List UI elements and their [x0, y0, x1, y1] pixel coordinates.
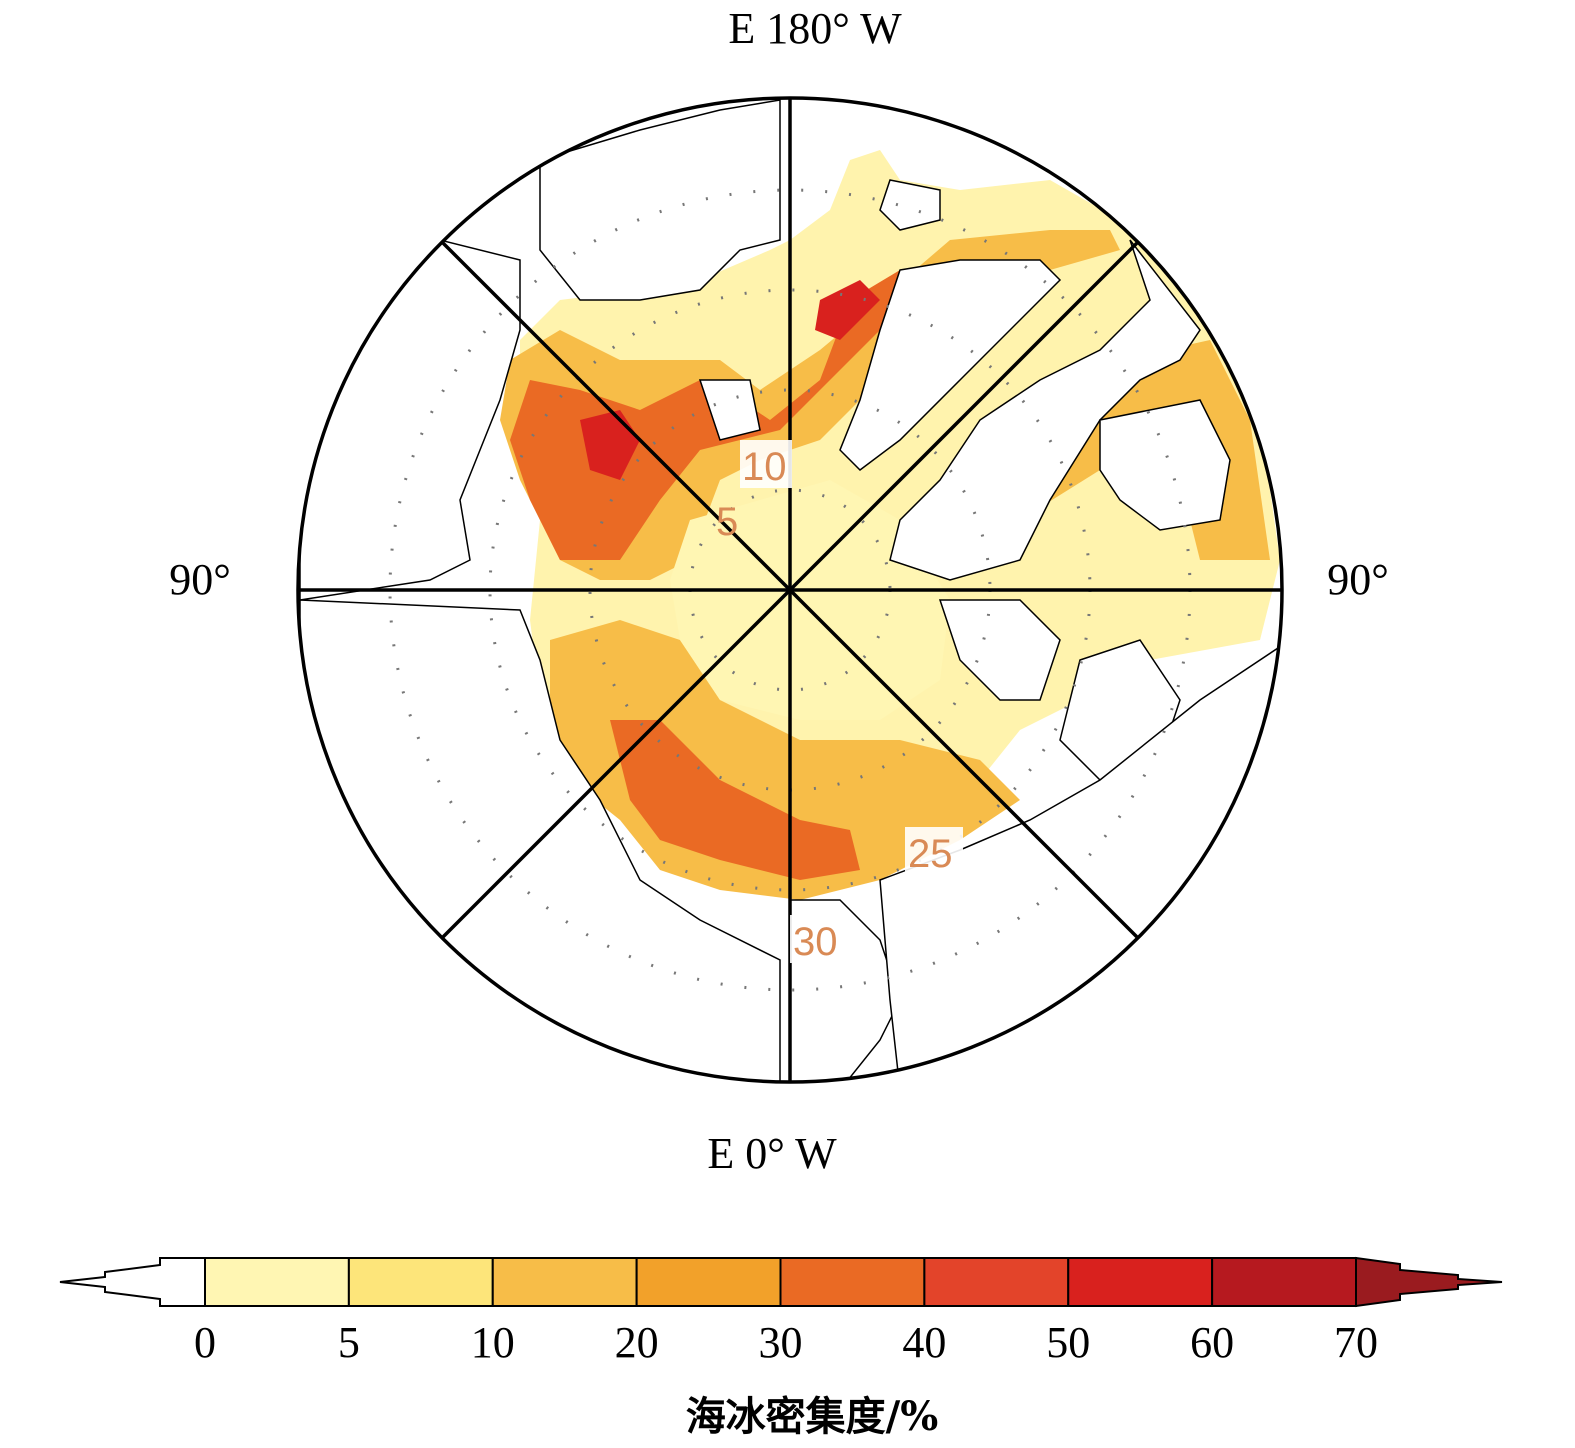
label-bottom-longitude: E 0° W: [707, 1129, 837, 1178]
colorbar-tick-label: 30: [759, 1318, 803, 1367]
contour-label-25: 25: [908, 832, 953, 876]
colorbar-under-arrow: [59, 1257, 206, 1307]
colorbar-tick-label: 5: [338, 1318, 360, 1367]
colorbar-title: 海冰密集度/%: [686, 1393, 939, 1440]
ice-field-high: [510, 270, 900, 560]
colorbar-tick-label: 20: [615, 1318, 659, 1367]
colorbar-segment: [635, 1257, 782, 1307]
colorbar-tick-labels: 0 5 10 20 30 40 50 60 70: [194, 1318, 1378, 1367]
label-top-longitude: E 180° W: [728, 4, 902, 53]
colorbar-over-arrow: [1355, 1256, 1503, 1308]
colorbar-tick-label: 10: [471, 1318, 515, 1367]
colorbar-segment: [923, 1257, 1070, 1307]
land-islands-top: [539, 99, 781, 441]
colorbar-tick-label: 0: [194, 1318, 216, 1367]
colorbar-segment: [1067, 1257, 1214, 1307]
colorbar-tick-label: 50: [1046, 1318, 1090, 1367]
colorbar-segment: [1211, 1257, 1357, 1307]
land-north-america: [839, 179, 1062, 471]
contour-label-10: 10: [742, 445, 787, 489]
label-left-longitude: 90°: [169, 555, 231, 604]
colorbar-segment: [204, 1257, 350, 1307]
ice-field-high-2: [610, 720, 860, 880]
contour-labels: 10 5 25 30: [716, 440, 963, 964]
map-frame: [296, 96, 1284, 1084]
colorbar-tick-label: 60: [1190, 1318, 1234, 1367]
land-greenland-scandinavia: [889, 239, 1201, 581]
land-asia: [299, 239, 781, 1082]
label-right-longitude: 90°: [1327, 555, 1389, 604]
colorbar-segment: [347, 1257, 494, 1307]
contour-label-30: 30: [793, 920, 838, 964]
contour-label-5: 5: [716, 500, 738, 544]
colorbar-segment: [491, 1257, 638, 1307]
ice-field-peak: [580, 280, 880, 480]
colorbar-tick-label: 40: [902, 1318, 946, 1367]
colorbar-segment: [779, 1257, 926, 1307]
land-europe: [938, 399, 1231, 781]
colorbar-tick-label: 70: [1334, 1318, 1378, 1367]
colorbar: [59, 1256, 1503, 1308]
